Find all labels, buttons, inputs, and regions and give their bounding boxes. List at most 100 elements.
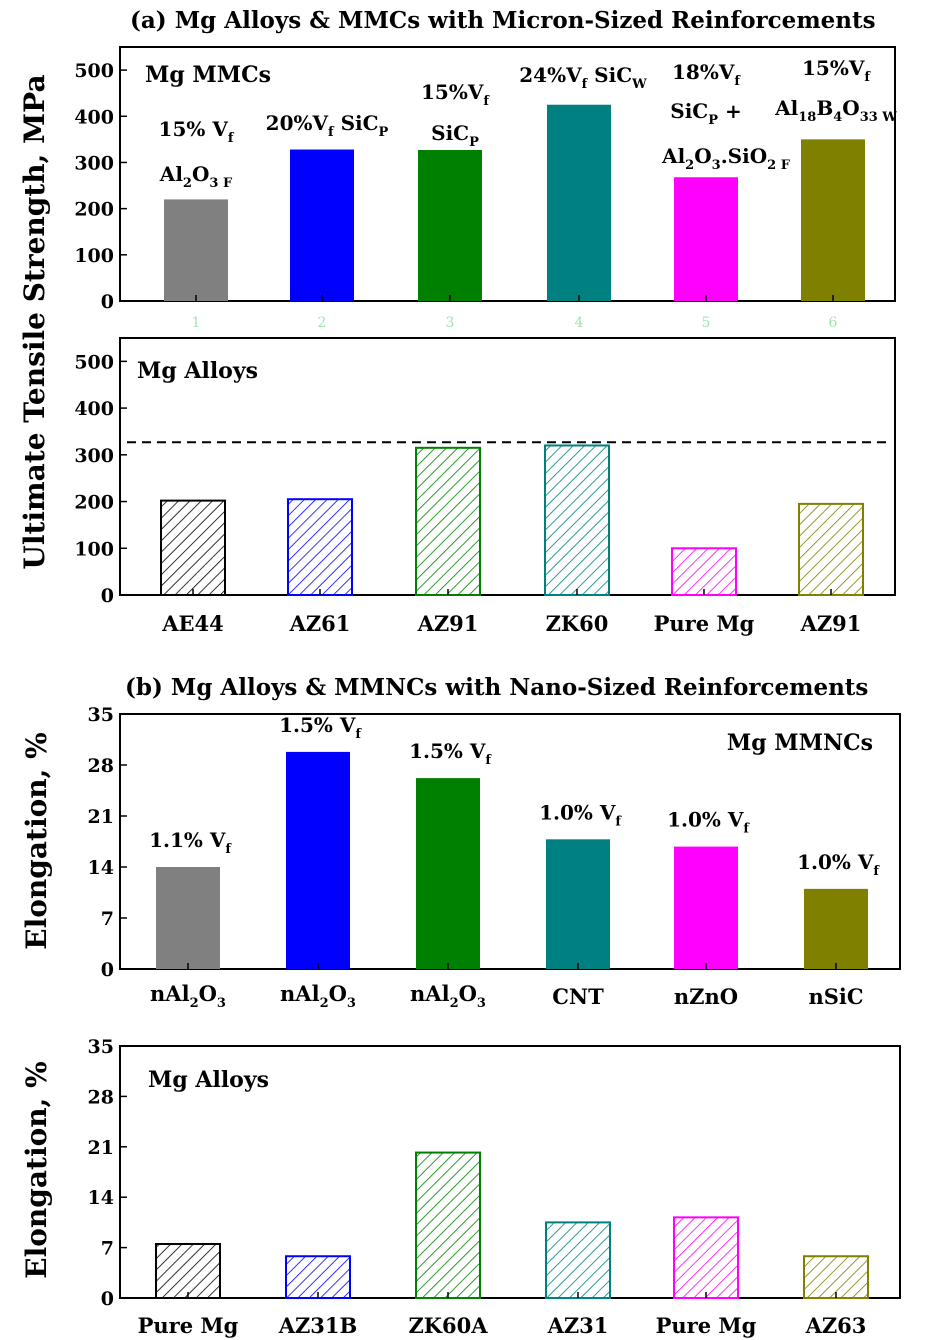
bar-annotation: 1.0% Vf​ [667,808,750,837]
y-tick-label: 14 [88,857,114,879]
bar-annotation: 1.5% Vf​ [409,739,492,768]
panel-b-alloy-chart: 0 7 14 21 28 35 Mg Alloys Pure Mg AZ31B ZK60A AZ31… [88,1036,901,1338]
y-tick-label: 28 [88,755,114,777]
inset-label: Mg Alloys [148,1067,269,1093]
bar [804,888,868,969]
x-tick-label: Pure Mg [656,1313,757,1338]
x-tick-label: 4 [575,315,584,331]
y-tick-label: 7 [101,1238,114,1260]
x-tick-label: nAl2​O3​ [150,981,226,1011]
x-tick-label: 6 [829,315,838,331]
bar-annotation: SiCP​ + [670,99,741,128]
x-tick-label: AZ31 [547,1313,609,1338]
bar [801,139,865,301]
y-tick-label: 200 [74,199,114,221]
bar [547,104,611,302]
y-tick-label: 400 [74,398,114,420]
bar-annotation: 15%Vf​ [421,80,490,109]
x-tick-label: AZ91 [417,611,479,636]
y-tick-label: 100 [74,245,114,267]
x-tick-label: AZ31B [278,1313,358,1338]
bar-annotation: Al18​B4​O33 W​ [774,96,897,125]
bar [285,1255,351,1299]
x-tick-label: 5 [702,315,711,331]
plot-frame [119,713,901,970]
bar [160,499,226,596]
chart-title: (b) Mg Alloys & MMNCs with Nano-Sized Re… [125,674,868,701]
bar-annotation: 1.0% Vf​ [539,800,622,829]
bar [544,444,610,596]
x-tick-label: 3 [446,315,455,331]
x-tick-label: AE44 [161,611,224,636]
x-tick-label: AZ91 [800,611,862,636]
bar-annotation: 20%Vf​ SiCP​ [266,111,389,140]
bar-annotation: 1.1% Vf​ [149,828,232,857]
bar [287,498,353,596]
y-tick-label: 100 [74,538,114,560]
bar-annotation: 1.5% Vf​ [279,713,362,742]
bar [415,1151,481,1300]
bar-annotation: 15% Vf​ [159,117,235,146]
x-tick-label: 1 [192,315,201,331]
bar [416,778,480,969]
x-tick-label: nSiC [808,984,863,1009]
y-tick-label: 0 [101,291,114,313]
bar [798,502,864,596]
plot-frame [119,46,896,302]
bar-annotation: 18%Vf​ [672,60,741,89]
bar-annotation: 15%Vf​ [802,56,871,85]
bar [673,1216,739,1299]
bar [156,867,220,969]
y-tick-label: 500 [74,60,114,82]
x-tick-label: Pure Mg [654,611,755,636]
bar [803,1255,869,1299]
bar [418,149,482,301]
y-tick-label: 0 [101,585,114,607]
panel-a-alloy-chart: 0 100 200 300 400 500 Mg Alloys AE44 AZ61 AZ91 ZK6… [74,337,896,636]
x-tick-label: Pure Mg [138,1313,239,1338]
y-tick-label: 21 [88,1137,114,1159]
y-tick-label: 0 [101,959,114,981]
y-tick-label: 500 [74,351,114,373]
x-tick-label: AZ63 [805,1313,867,1338]
chart-title: (a) Mg Alloys & MMCs with Micron-Sized R… [130,7,876,34]
bar [290,149,354,301]
y-tick-label: 28 [88,1086,114,1108]
y-tick-label: 35 [88,704,114,726]
y-tick-label: 14 [88,1187,114,1209]
x-tick-label: CNT [552,984,604,1009]
bar [164,199,228,301]
bar-annotation: SiCP​ [431,121,479,150]
y-tick-label: 300 [74,445,114,467]
y-axis-title: Elongation, % [20,1061,53,1278]
bar [545,1221,611,1300]
y-tick-label: 7 [101,908,114,930]
bar [155,1243,221,1299]
plot-frame [119,1045,901,1299]
bar [674,177,738,301]
inset-label: Mg MMCs [145,62,271,88]
y-axis-title: Elongation, % [20,732,53,949]
bar-annotation: 24%Vf​ SiCW​ [519,63,647,92]
panel-b-mmnc-chart: 0 7 14 21 28 35 Mg MMNCs (b) Mg Alloys & MMNCs … [88,674,901,1011]
y-axis-labels: Ultimate Tensile Strength, MPa Elongation… [18,74,53,1278]
bar [415,446,481,596]
x-tick-label: nAl2​O3​ [280,981,356,1011]
y-tick-label: 21 [88,806,114,828]
inset-label: Mg MMNCs [727,730,873,756]
y-tick-label: 0 [101,1288,114,1310]
y-tick-label: 35 [88,1036,114,1058]
bar [671,547,737,596]
bar-annotation: 1.0% Vf​ [797,850,880,879]
x-tick-label: ZK60 [546,611,609,636]
bar [674,846,738,969]
x-tick-label: nAl2​O3​ [410,981,486,1011]
bar [546,839,610,969]
x-tick-label: nZnO [674,984,738,1009]
inset-label: Mg Alloys [137,358,258,384]
y-tick-label: 300 [74,152,114,174]
bar-annotation: Al2​O3 F​ [159,162,233,191]
x-tick-label: 2 [318,315,327,331]
y-axis-title: Ultimate Tensile Strength, MPa [18,74,51,569]
